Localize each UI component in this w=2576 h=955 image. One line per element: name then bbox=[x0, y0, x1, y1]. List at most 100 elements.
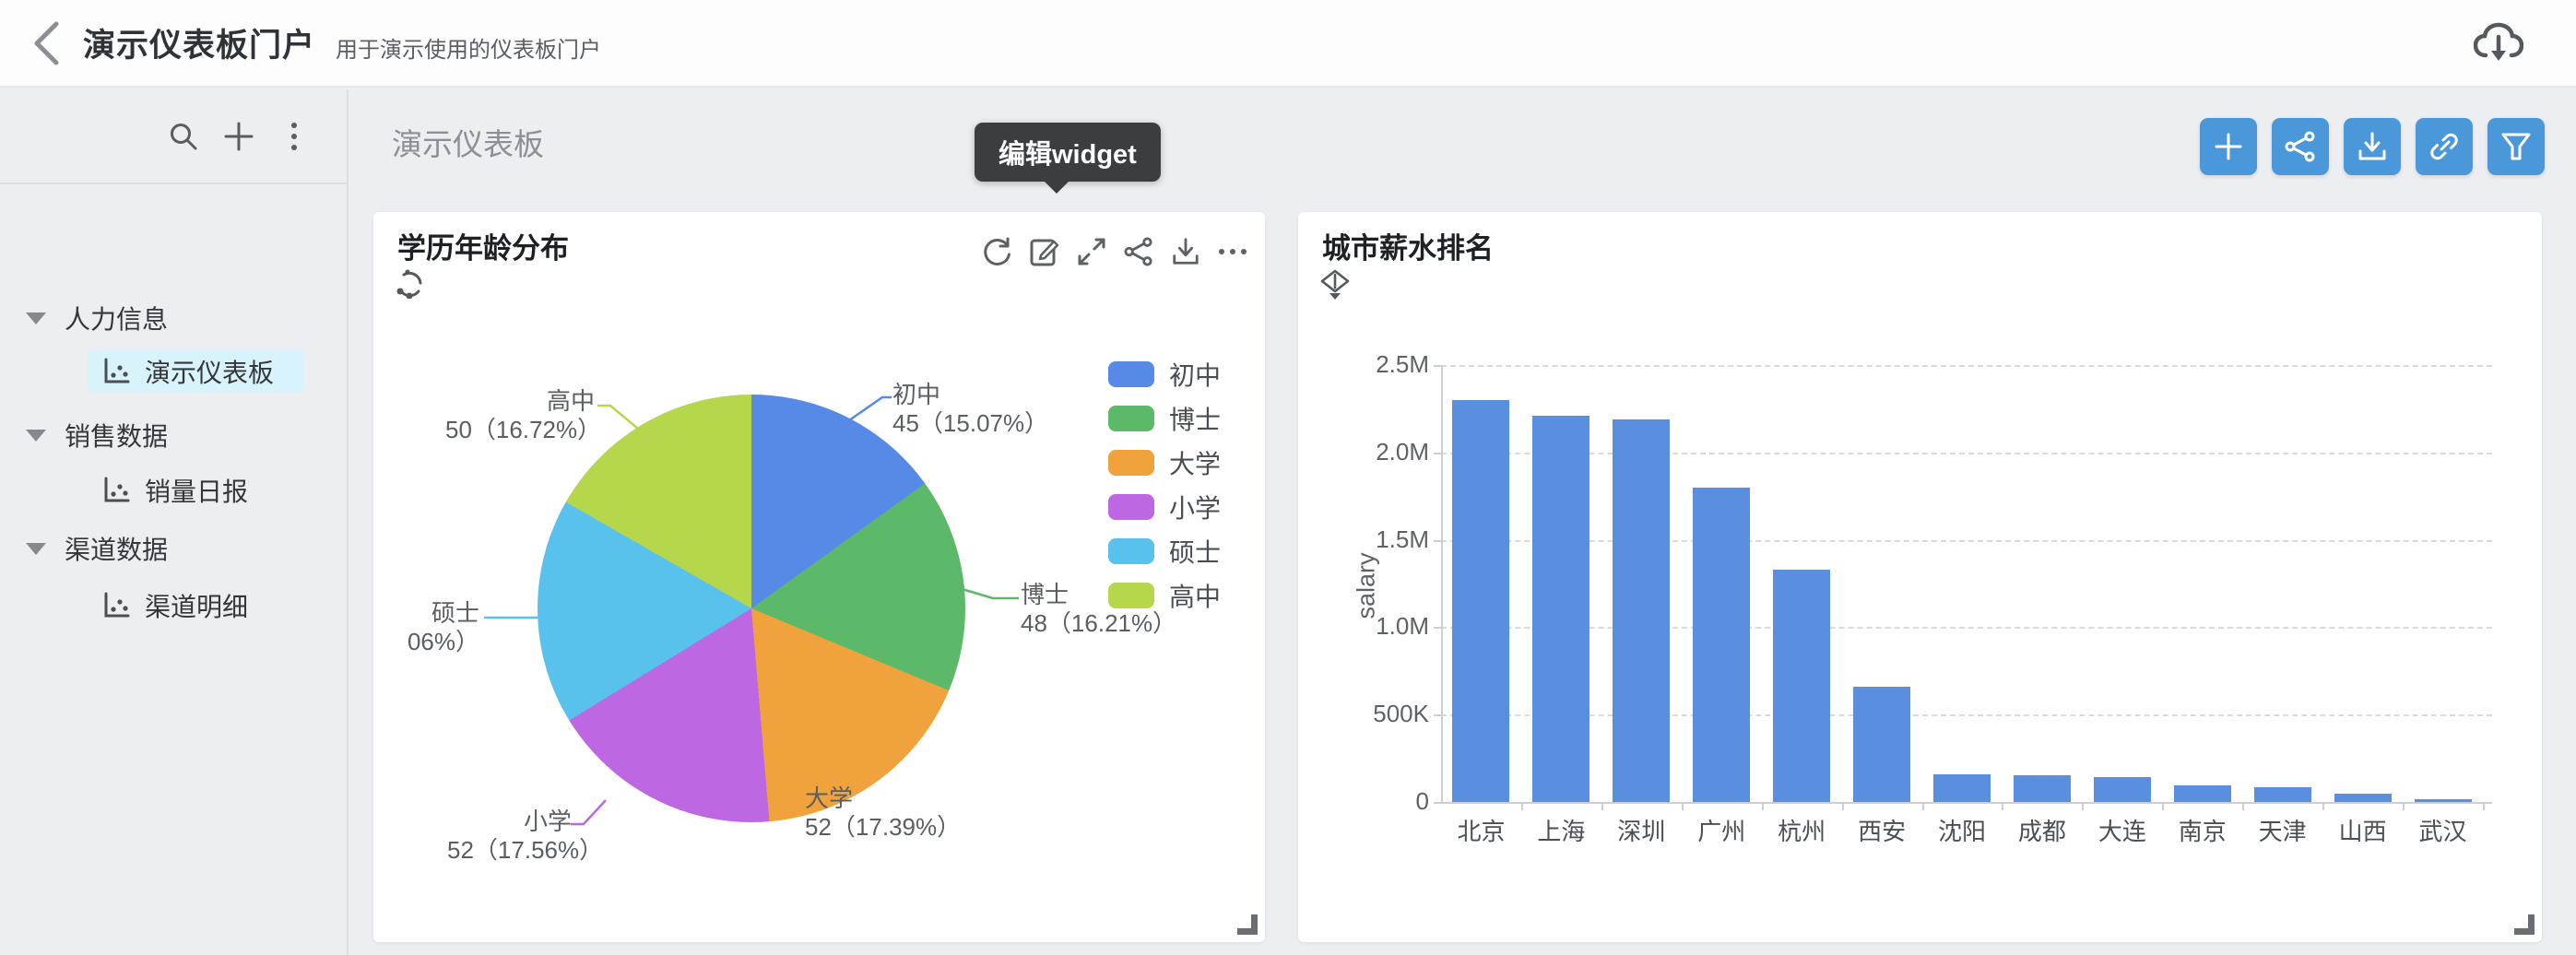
bar-slot bbox=[2162, 365, 2242, 802]
y-tick-mark bbox=[1434, 627, 1441, 630]
bar-widget-title: 城市薪水排名 bbox=[1322, 232, 1494, 265]
legend-swatch bbox=[1108, 361, 1154, 387]
x-tick-mark bbox=[2082, 803, 2085, 810]
bar[interactable] bbox=[2013, 774, 2071, 802]
bar[interactable] bbox=[1773, 569, 1831, 802]
plus-icon[interactable] bbox=[223, 121, 254, 152]
bar[interactable] bbox=[2093, 777, 2151, 802]
pie-slice-label: 博士 48（16.21%） bbox=[1021, 581, 1177, 637]
pie-slice-label: 高中 50（16.72%） bbox=[445, 387, 602, 443]
sidebar-item-sales-daily[interactable]: 销量日报 bbox=[88, 469, 304, 512]
x-tick-label: 深圳 bbox=[1617, 818, 1666, 845]
bar-slot bbox=[2403, 365, 2483, 802]
bar-slot bbox=[2322, 365, 2403, 802]
pie-widget-card: 学历年龄分布 bbox=[373, 212, 1265, 942]
gridline bbox=[1441, 714, 2492, 717]
legend-item[interactable]: 硕士 bbox=[1108, 529, 1221, 573]
refresh-icon[interactable] bbox=[982, 236, 1013, 267]
bar[interactable] bbox=[1693, 487, 1751, 802]
bar[interactable] bbox=[1932, 773, 1991, 802]
y-tick-label: 1.0M bbox=[1376, 612, 1429, 641]
portal-title: 演示仪表板门户 bbox=[83, 28, 316, 64]
x-tick-mark bbox=[1601, 803, 1603, 810]
back-button[interactable] bbox=[26, 18, 66, 68]
legend-item[interactable]: 初中 bbox=[1108, 352, 1221, 396]
bar[interactable] bbox=[2173, 785, 2231, 802]
cloud-download-button[interactable] bbox=[2473, 17, 2524, 68]
pie-chart[interactable] bbox=[538, 395, 965, 822]
download-icon[interactable] bbox=[1170, 236, 1201, 267]
sidebar-group-sales[interactable]: 销售数据 bbox=[26, 414, 168, 456]
bar-slot bbox=[1842, 365, 1922, 802]
x-tick-label: 山西 bbox=[2338, 818, 2387, 845]
legend-item[interactable]: 大学 bbox=[1108, 441, 1221, 485]
legend-item[interactable]: 小学 bbox=[1108, 485, 1221, 529]
bar-plot-area bbox=[1441, 365, 2483, 802]
resize-handle-icon[interactable] bbox=[2514, 914, 2535, 935]
caret-down-icon[interactable] bbox=[26, 429, 46, 442]
sidebar-item-demo-dashboard[interactable]: 演示仪表板 bbox=[88, 350, 304, 393]
bar[interactable] bbox=[1532, 415, 1590, 802]
filter-button[interactable] bbox=[2487, 118, 2545, 175]
x-tick-label: 西安 bbox=[1858, 818, 1907, 845]
add-widget-button[interactable] bbox=[2200, 118, 2257, 175]
expand-icon[interactable] bbox=[1076, 236, 1107, 267]
legend-swatch bbox=[1108, 494, 1154, 520]
edit-widget-tooltip: 编辑widget bbox=[975, 123, 1161, 194]
bar[interactable] bbox=[2253, 786, 2311, 802]
share-button[interactable] bbox=[2272, 118, 2329, 175]
sidebar-group-hr[interactable]: 人力信息 bbox=[26, 297, 168, 339]
pie-widget-title: 学历年龄分布 bbox=[397, 232, 569, 265]
bar[interactable] bbox=[1613, 419, 1671, 802]
x-tick-mark bbox=[2403, 803, 2405, 810]
group-label: 渠道数据 bbox=[65, 536, 169, 564]
legend-swatch bbox=[1108, 450, 1154, 476]
y-tick-mark bbox=[1434, 452, 1441, 454]
pie-slice-label: 小学 52（17.56%） bbox=[447, 808, 604, 864]
sidebar-item-channel-detail[interactable]: 渠道明细 bbox=[88, 584, 304, 627]
y-tick-label: 0 bbox=[1415, 787, 1429, 815]
x-tick-mark bbox=[2162, 803, 2165, 810]
bar-slot bbox=[1441, 365, 1521, 802]
x-tick-label: 广州 bbox=[1697, 818, 1746, 845]
download-icon bbox=[2358, 132, 2386, 160]
x-tick-mark bbox=[2002, 803, 2004, 810]
y-tick-mark bbox=[1434, 714, 1441, 717]
ellipsis-icon[interactable] bbox=[1217, 236, 1248, 267]
caret-down-icon[interactable] bbox=[26, 542, 46, 555]
bar[interactable] bbox=[1452, 399, 1510, 802]
legend-item[interactable]: 高中 bbox=[1108, 573, 1221, 618]
sidebar-group-channel[interactable]: 渠道数据 bbox=[26, 527, 168, 570]
sidebar: 人力信息 演示仪表板 销售数据 销量日报 渠道数据 渠道明细 bbox=[0, 89, 349, 955]
pie-slice-label: 大学 52（17.39%） bbox=[805, 784, 962, 841]
tooltip-text: 编辑widget bbox=[998, 140, 1137, 170]
chart-icon bbox=[104, 592, 130, 618]
gridline bbox=[1441, 627, 2492, 630]
search-icon[interactable] bbox=[168, 121, 199, 152]
bar[interactable] bbox=[2334, 793, 2392, 802]
legend-label: 硕士 bbox=[1169, 538, 1222, 567]
export-button[interactable] bbox=[2344, 118, 2401, 175]
caret-down-icon[interactable] bbox=[26, 312, 46, 324]
share-icon[interactable] bbox=[1123, 236, 1154, 267]
resize-handle-icon[interactable] bbox=[1237, 914, 1258, 935]
x-tick-mark bbox=[2483, 803, 2485, 810]
bar-slot bbox=[1922, 365, 2003, 802]
link-button[interactable] bbox=[2416, 118, 2473, 175]
gridline bbox=[1441, 539, 2492, 542]
dashboard-toolbar bbox=[2200, 118, 2545, 175]
sidebar-toolbar bbox=[0, 89, 347, 184]
x-tick-mark bbox=[1520, 803, 1523, 810]
x-tick-label: 杭州 bbox=[1778, 818, 1826, 845]
kebab-menu-icon[interactable] bbox=[278, 121, 310, 152]
pie-legend: 初中 博士 大学 小学硕士高中 bbox=[1108, 352, 1221, 618]
bar[interactable] bbox=[2414, 799, 2472, 802]
x-tick-label: 武汉 bbox=[2418, 818, 2467, 845]
legend-item[interactable]: 博士 bbox=[1108, 396, 1221, 441]
bar-slot bbox=[1521, 365, 1601, 802]
x-tick-mark bbox=[1921, 803, 1924, 810]
x-tick-label: 天津 bbox=[2258, 818, 2307, 845]
y-tick-label: 500K bbox=[1373, 700, 1429, 728]
edit-icon[interactable] bbox=[1029, 236, 1060, 267]
bar[interactable] bbox=[1853, 686, 1911, 802]
